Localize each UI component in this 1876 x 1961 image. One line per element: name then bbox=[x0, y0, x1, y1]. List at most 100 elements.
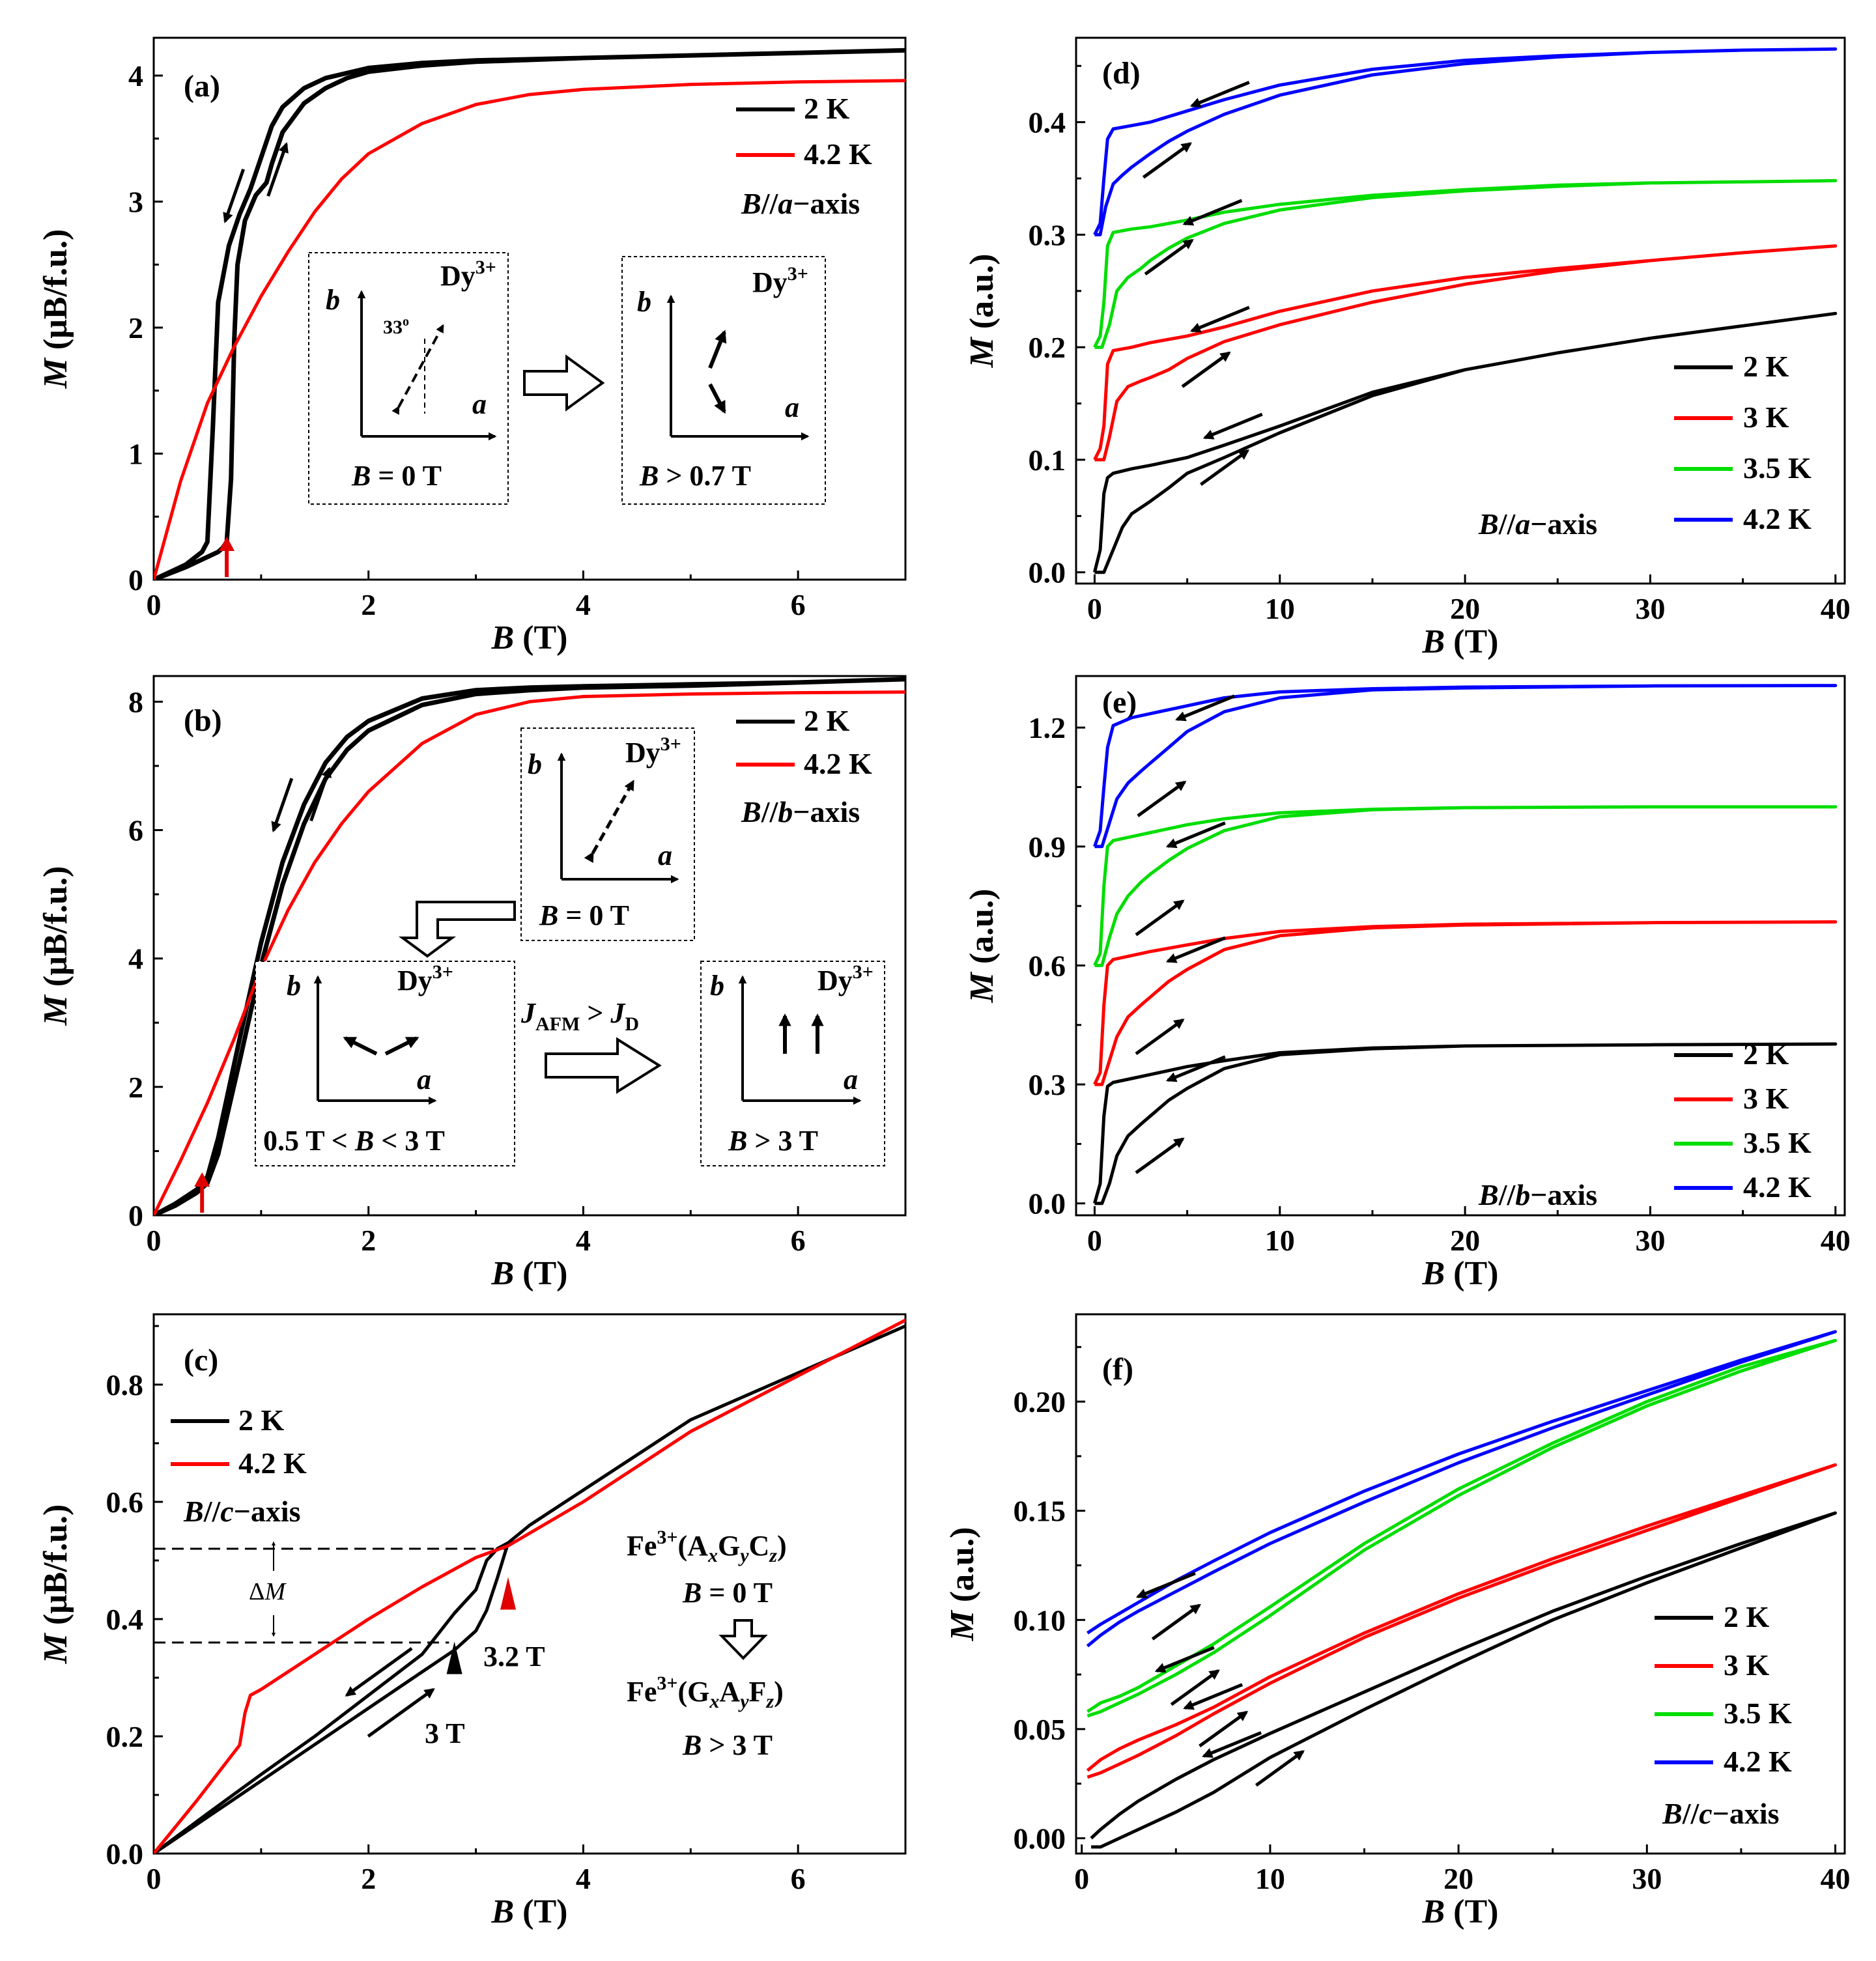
x-axis-label-f: B (T) bbox=[1421, 1893, 1498, 1930]
series-d-4_2K bbox=[1093, 47, 1838, 236]
critical-field-arrowhead-a bbox=[219, 537, 235, 551]
transition-marker-0 bbox=[500, 1577, 517, 1610]
legend-label-d-3: 4.2 K bbox=[1743, 502, 1812, 535]
series-a-2K bbox=[154, 48, 905, 580]
legend-d: 2 K 3 K 3.5 K 4.2 K B//a−axis bbox=[1478, 350, 1812, 541]
inset-b-left-ion: Dy3+ bbox=[397, 961, 453, 996]
hysteresis-arrow-d-5 bbox=[1181, 351, 1231, 388]
legend-label-f-2: 3.5 K bbox=[1724, 1697, 1792, 1730]
inset-b: b a Dy3+ B = 0 T b a Dy3+ 0.5 T < B < 3 … bbox=[255, 727, 885, 1166]
hysteresis-arrow-e-0 bbox=[1175, 694, 1235, 722]
hysteresis-arrow-c-1 bbox=[367, 1687, 435, 1738]
x-tick-label-c-0: 0 bbox=[147, 1862, 162, 1895]
panel-label-e: (e) bbox=[1102, 685, 1137, 720]
plot-frame-e bbox=[1075, 675, 1846, 1217]
inset-b-top-ion: Dy3+ bbox=[625, 733, 681, 769]
transition-marker-1 bbox=[446, 1641, 462, 1674]
field-axis-e: B//b−axis bbox=[1478, 1178, 1597, 1211]
hysteresis-arrow-d-1 bbox=[1142, 142, 1192, 179]
series-c-4_2K bbox=[154, 1318, 905, 1854]
y-tick-label-a-4: 4 bbox=[128, 59, 143, 92]
legend-label-b-0: 2 K bbox=[804, 704, 850, 737]
y-tick-label-d-2: 0.2 bbox=[1029, 331, 1066, 364]
y-tick-label-f-3: 0.15 bbox=[1014, 1495, 1066, 1528]
x-tick-label-c-1: 2 bbox=[361, 1862, 376, 1895]
legend-e: 2 K 3 K 3.5 K 4.2 K B//b−axis bbox=[1478, 1037, 1812, 1211]
hysteresis-arrow-e-6 bbox=[1165, 1055, 1226, 1082]
plot-frame-d bbox=[1075, 36, 1846, 585]
hysteresis-arrow-f-2 bbox=[1154, 1646, 1215, 1673]
hysteresis-arrow-d-2 bbox=[1182, 199, 1243, 226]
hysteresis-arrow-e-3 bbox=[1135, 899, 1185, 937]
hysteresis-arrow-a-0 bbox=[223, 169, 246, 223]
x-tick-label-a-2: 4 bbox=[576, 588, 591, 621]
hysteresis-arrow-f-0 bbox=[1135, 1572, 1196, 1599]
series-e-3_5K bbox=[1093, 805, 1838, 967]
y-axis-label-c: M (μB/f.u.) bbox=[37, 1504, 74, 1665]
legend-label-e-0: 2 K bbox=[1743, 1037, 1789, 1071]
panel-label-c: (c) bbox=[184, 1343, 218, 1377]
legend-label-e-2: 3.5 K bbox=[1743, 1126, 1812, 1159]
series-c-2K bbox=[154, 1324, 905, 1854]
hysteresis-arrow-e-1 bbox=[1137, 780, 1187, 817]
x-tick-label-c-3: 6 bbox=[791, 1862, 806, 1895]
y-tick-label-f-0: 0.00 bbox=[1014, 1822, 1066, 1855]
annotations-c: B//c−axis ΔM 3.2 T 3 T Fe3+(AxGyCz) B = … bbox=[183, 1495, 787, 1761]
y-tick-label-b-3: 6 bbox=[128, 814, 143, 847]
x-axis-label-b: B (T) bbox=[490, 1255, 567, 1292]
panel-e: 0 10 20 30 40 0.0 0.3 0.6 0.9 1.2 B (T) M (a.u.) (e)… bbox=[963, 675, 1851, 1292]
y-axis-label-b: M (μB/f.u.) bbox=[37, 866, 74, 1026]
y-tick-label-f-4: 0.20 bbox=[1014, 1385, 1066, 1418]
series-d-3K bbox=[1093, 244, 1838, 462]
panel-a: 0 2 4 6 0 1 2 3 4 B (T) M (μB/f.u.) (a) 2 K 4.2 K B//a… bbox=[37, 36, 907, 656]
legend-label-d-2: 3.5 K bbox=[1743, 451, 1812, 485]
x-axis-label-e: B (T) bbox=[1421, 1255, 1498, 1292]
inset-b-label-top: B = 0 T bbox=[539, 899, 629, 931]
y-tick-label-c-4: 0.8 bbox=[106, 1368, 144, 1402]
series-d-2K bbox=[1092, 311, 1838, 574]
inset-a-angle: 33o bbox=[383, 315, 409, 338]
y-tick-label-c-0: 0.0 bbox=[106, 1837, 144, 1870]
inset-b-exchange: JAFM > JD bbox=[520, 997, 639, 1035]
x-axis-label-d: B (T) bbox=[1421, 623, 1498, 660]
c-transition-from-field: B = 0 T bbox=[682, 1577, 773, 1609]
legend-f: 2 K 3 K 3.5 K 4.2 K B//c−axis bbox=[1655, 1600, 1792, 1830]
panel-f: 0 10 20 30 40 0.00 0.05 0.10 0.15 0.20 B (T) M (a.u… bbox=[944, 1313, 1851, 1930]
inset-a-label-left: B = 0 T bbox=[351, 460, 442, 492]
panel-d: 0 10 20 30 40 0.0 0.1 0.2 0.3 0.4 B (T) M (a.u.) (d)… bbox=[963, 36, 1851, 660]
x-tick-label-e-4: 40 bbox=[1821, 1224, 1851, 1257]
legend-label-f-1: 3 K bbox=[1724, 1648, 1770, 1682]
x-axis-label-a: B (T) bbox=[490, 619, 567, 656]
inset-b-label-right: B > 3 T bbox=[728, 1125, 818, 1157]
x-tick-label-b-2: 4 bbox=[576, 1224, 591, 1257]
series-e-2K bbox=[1092, 1042, 1838, 1206]
legend-label-d-1: 3 K bbox=[1743, 401, 1789, 434]
panel-label-d: (d) bbox=[1102, 56, 1141, 91]
x-tick-label-d-0: 0 bbox=[1087, 592, 1102, 625]
y-tick-label-e-3: 0.9 bbox=[1029, 830, 1066, 864]
y-tick-label-e-4: 1.2 bbox=[1029, 711, 1066, 744]
c-marker-label-3T: 3 T bbox=[425, 1717, 465, 1749]
y-tick-label-b-1: 2 bbox=[128, 1071, 143, 1104]
series-b-4_2K bbox=[154, 690, 905, 1215]
y-tick-label-f-1: 0.05 bbox=[1014, 1713, 1066, 1746]
hysteresis-arrow-d-4 bbox=[1189, 305, 1250, 333]
inset-a-ion-right: Dy3+ bbox=[752, 263, 808, 298]
series-f-3K bbox=[1086, 1463, 1837, 1779]
y-tick-label-a-1: 1 bbox=[128, 438, 143, 471]
c-transition-to-field: B > 3 T bbox=[682, 1729, 773, 1761]
x-tick-label-f-3: 30 bbox=[1632, 1862, 1662, 1895]
hysteresis-arrow-b-1 bbox=[309, 767, 332, 822]
legend-label-d-0: 2 K bbox=[1743, 350, 1789, 383]
y-tick-label-e-0: 0.0 bbox=[1029, 1187, 1066, 1220]
inset-b-top-axis-b: b bbox=[528, 748, 542, 780]
y-tick-label-a-2: 2 bbox=[128, 311, 143, 345]
y-tick-label-d-0: 0.0 bbox=[1029, 556, 1066, 589]
hysteresis-arrow-e-5 bbox=[1135, 1019, 1185, 1056]
x-tick-label-f-4: 40 bbox=[1821, 1862, 1851, 1895]
y-tick-label-c-3: 0.6 bbox=[106, 1486, 144, 1519]
legend-label-a-1: 4.2 K bbox=[804, 137, 872, 171]
hysteresis-arrow-f-5 bbox=[1199, 1710, 1249, 1747]
x-tick-label-f-2: 20 bbox=[1443, 1862, 1473, 1895]
c-field-axis: B//c−axis bbox=[183, 1495, 301, 1528]
